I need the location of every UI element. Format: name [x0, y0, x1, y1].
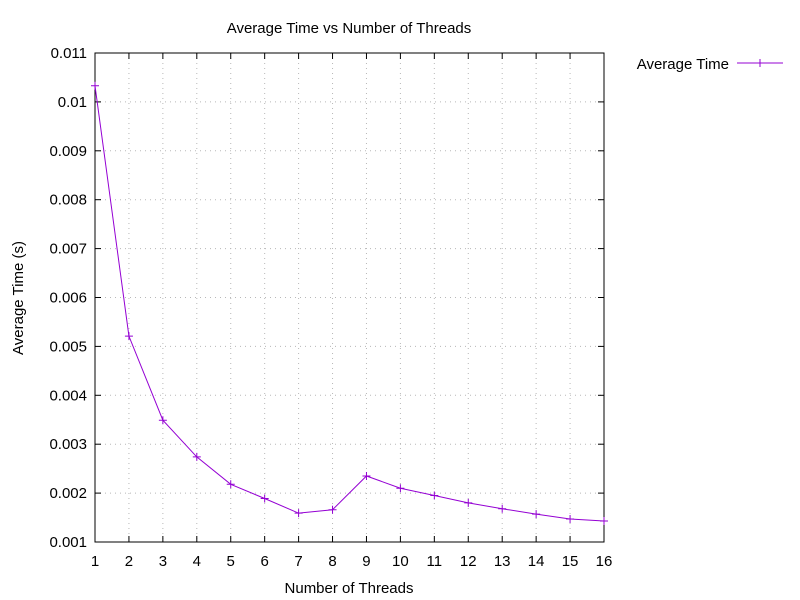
- y-tick-label: 0.009: [49, 143, 87, 160]
- legend: Average Time: [637, 56, 783, 73]
- x-tick-label: 15: [562, 553, 579, 570]
- legend-label: Average Time: [637, 56, 729, 73]
- y-tick-label: 0.005: [49, 338, 87, 355]
- y-tick-label: 0.01: [58, 94, 87, 111]
- x-tick-label: 3: [159, 553, 167, 570]
- data-point: [430, 491, 439, 500]
- y-axis-label: Average Time (s): [10, 241, 27, 355]
- data-point: [91, 81, 99, 90]
- y-tick-label: 0.001: [49, 534, 87, 551]
- x-tick-label: 7: [294, 553, 302, 570]
- x-tick-label: 1: [91, 553, 99, 570]
- x-tick-label: 5: [227, 553, 235, 570]
- y-tick-label: 0.002: [49, 485, 87, 502]
- plot-frame: [94, 52, 605, 543]
- data-point: [294, 509, 303, 518]
- legend-marker: [756, 59, 764, 67]
- y-tick-label: 0.006: [49, 290, 87, 307]
- x-axis-label: Number of Threads: [285, 580, 414, 597]
- data-point: [396, 484, 405, 493]
- y-tick-label: 0.003: [49, 436, 87, 453]
- x-tick-label: 16: [596, 553, 613, 570]
- x-tick-label: 6: [260, 553, 268, 570]
- x-tick-label: 13: [494, 553, 511, 570]
- gridlines: [95, 53, 604, 542]
- x-tick-label: 9: [362, 553, 370, 570]
- x-tick-label: 4: [193, 553, 201, 570]
- data-point: [226, 480, 235, 489]
- y-tick-label: 0.011: [51, 45, 87, 62]
- x-tick-label: 14: [528, 553, 545, 570]
- data-point: [532, 510, 541, 519]
- data-point: [600, 516, 608, 525]
- data-point: [260, 494, 269, 503]
- data-point: [124, 332, 133, 341]
- x-tick-label: 2: [125, 553, 133, 570]
- y-tick-label: 0.004: [49, 387, 87, 404]
- data-point: [192, 452, 201, 461]
- data-point: [566, 515, 575, 524]
- x-tick-label: 10: [392, 553, 409, 570]
- y-tick-label: 0.008: [49, 192, 87, 209]
- axis-ticks: 1 2 3 4 5 6 7 8 9 10 11 12 13 14 15 160.0010.0020.0030.…: [49, 45, 612, 570]
- data-point: [328, 505, 337, 514]
- series-line: [94, 85, 605, 522]
- data-point: [362, 471, 371, 480]
- data-point: [158, 416, 167, 425]
- data-point: [464, 498, 473, 507]
- x-tick-label: 12: [460, 553, 477, 570]
- series-layer: [91, 81, 608, 525]
- data-point: [498, 504, 507, 513]
- chart-title: Average Time vs Number of Threads: [227, 20, 472, 37]
- x-tick-label: 11: [427, 553, 443, 570]
- x-tick-label: 8: [328, 553, 336, 570]
- y-tick-label: 0.007: [49, 241, 87, 258]
